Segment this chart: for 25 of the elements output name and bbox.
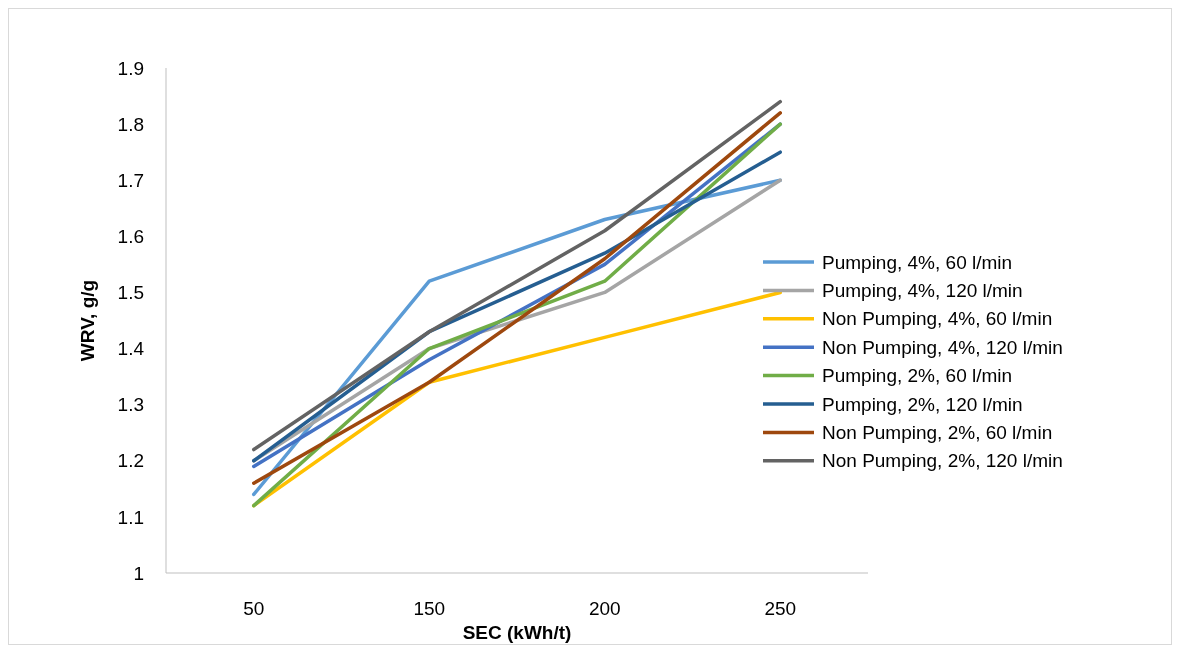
line-series [252, 290, 782, 508]
y-tick-label: 1.7 [117, 169, 144, 191]
legend-label: Pumping, 2%, 120 l/min [822, 393, 1023, 415]
y-tick-label: 1.8 [117, 113, 144, 135]
y-tick-label: 1.9 [117, 57, 144, 79]
legend-label: Pumping, 4%, 60 l/min [822, 251, 1013, 273]
y-tick-label: 1.5 [117, 282, 144, 304]
legend-label: Non Pumping, 4%, 120 l/min [822, 336, 1063, 358]
y-tick-label: 1.1 [117, 506, 144, 528]
legend-label: Non Pumping, 4%, 60 l/min [822, 308, 1053, 330]
y-tick-label: 1.2 [117, 450, 144, 472]
legend-label: Non Pumping, 2%, 60 l/min [822, 422, 1053, 444]
x-tick-label: 150 [413, 598, 446, 619]
legend-label: Pumping, 2%, 60 l/min [822, 365, 1013, 387]
y-tick-label: 1 [133, 562, 144, 584]
x-tick-label: 250 [764, 598, 797, 619]
y-tick-label: 1.6 [117, 225, 144, 247]
y-tick-label: 1.3 [117, 394, 144, 416]
x-axis-title: SEC (kWh/t) [462, 622, 572, 643]
legend-label: Pumping, 4%, 120 l/min [822, 280, 1023, 302]
x-tick-label: 200 [588, 598, 621, 619]
y-tick-label: 1.4 [117, 338, 145, 360]
legend-label: Non Pumping, 2%, 120 l/min [822, 450, 1063, 472]
y-axis-title: WRV, g/g [77, 279, 98, 362]
x-tick-label: 50 [243, 598, 265, 619]
